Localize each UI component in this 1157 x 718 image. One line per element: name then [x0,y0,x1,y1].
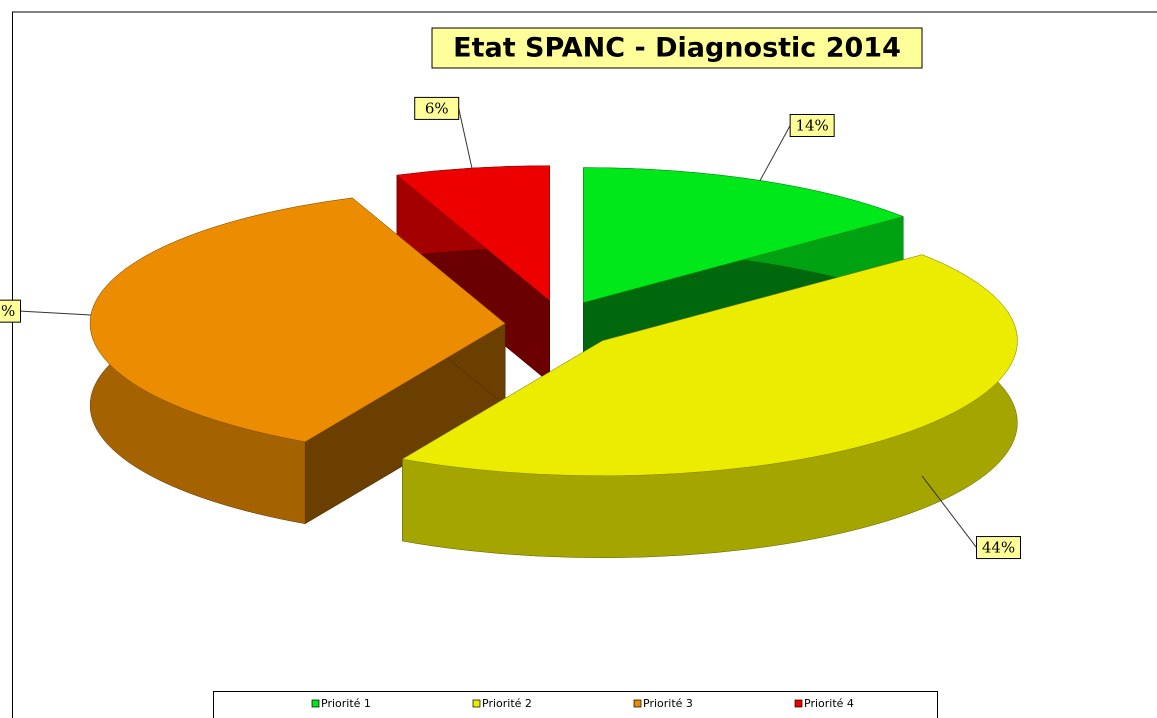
label-box [789,113,835,137]
data-label: 6% [425,99,449,117]
legend-label: Priorité 1 [321,697,371,710]
label-box [976,536,1022,560]
chart-title: Etat SPANC - Diagnostic 2014 [453,33,901,64]
leader-line [921,475,977,548]
slice-top [89,197,506,443]
legend-swatch [794,699,803,708]
slice-top [583,167,904,303]
pie-slice [89,197,506,525]
legend-swatch [633,699,642,708]
title-box [431,27,923,69]
leader-line [458,108,473,169]
data-label: 14% [795,116,828,134]
legend-box [213,691,938,718]
pie-slice [401,254,1018,559]
label-box [414,96,460,120]
legend-swatch [311,699,320,708]
data-label: 36% [0,302,15,320]
data-label: 44% [982,539,1015,557]
pie-slice [396,165,550,384]
label-box [0,299,22,323]
leader-line [20,310,91,316]
legend-label: Priorité 2 [482,697,532,710]
legend-swatch [472,699,481,708]
slice-top [401,254,1018,477]
legend-label: Priorité 3 [643,697,693,710]
leader-line [759,125,791,181]
legend-label: Priorité 4 [804,697,854,710]
